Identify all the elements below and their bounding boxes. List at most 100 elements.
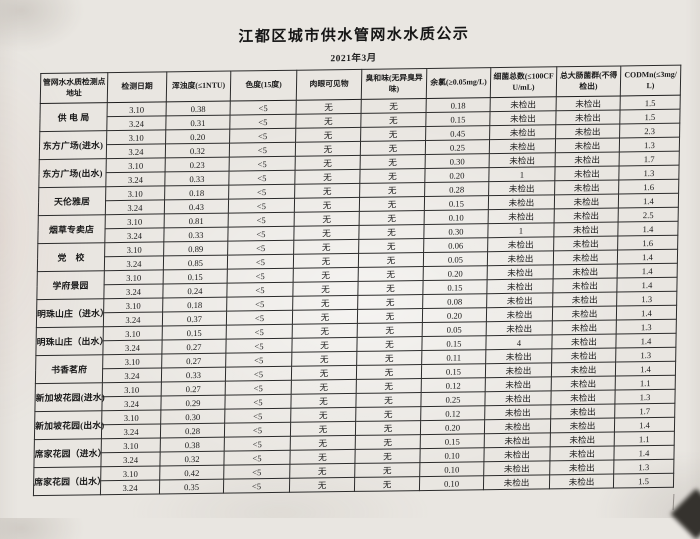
cell-codmn: 1.4	[614, 417, 675, 433]
cell-odor: 无	[355, 392, 422, 408]
cell-date: 3.10	[103, 325, 163, 341]
cell-codmn: 1.3	[616, 319, 677, 335]
cell-turbidity: 0.23	[165, 157, 230, 172]
cell-turbidity: 0.24	[162, 283, 228, 298]
cell-coliform: 未检出	[555, 137, 620, 153]
cell-date: 3.24	[102, 339, 163, 355]
site-name-cell: 明珠山庄（进水）	[36, 298, 109, 328]
cell-codmn: 1.3	[613, 459, 674, 475]
cell-codmn: 1.7	[614, 403, 675, 419]
site-name-cell: 天伦雅居	[38, 186, 106, 216]
cell-odor: 无	[355, 406, 421, 422]
site-name-cell: 书香茗府	[35, 354, 103, 384]
cell-codmn: 1.3	[614, 389, 676, 405]
cell-bacteria: 未检出	[489, 124, 556, 140]
cell-visible: 无	[293, 253, 359, 269]
cell-codmn: 1.4	[616, 277, 678, 293]
cell-date: 3.10	[104, 269, 164, 285]
cell-chroma: <5	[226, 324, 293, 340]
cell-bacteria: 未检出	[483, 446, 551, 462]
cell-coliform: 未检出	[551, 348, 616, 363]
cell-coliform: 未检出	[554, 179, 619, 195]
cell-codmn: 1.4	[613, 445, 675, 461]
cell-coliform: 未检出	[555, 151, 620, 167]
cell-odor: 无	[358, 224, 425, 240]
cell-chlorine: 0.25	[425, 139, 490, 155]
cell-date: 3.24	[101, 395, 162, 411]
cell-date: 3.10	[104, 241, 164, 257]
scan-content: 江都区城市供水管网水水质公示 2021年3月 管网水水质检测点地址 检测日期 浑…	[32, 26, 682, 497]
cell-turbidity: 0.30	[160, 409, 225, 424]
cell-chlorine: 0.05	[422, 321, 487, 337]
cell-coliform: 未检出	[550, 432, 615, 447]
cell-coliform: 未检出	[553, 221, 619, 237]
cell-codmn: 1.3	[618, 165, 680, 180]
cell-bacteria: 未检出	[489, 152, 556, 168]
cell-visible: 无	[290, 393, 357, 409]
cell-chroma: <5	[224, 422, 291, 438]
cell-odor: 无	[356, 378, 422, 394]
cell-chroma: <5	[224, 436, 291, 452]
cell-chlorine: 0.15	[421, 335, 487, 351]
cell-date: 3.10	[101, 437, 161, 453]
cell-coliform: 未检出	[554, 193, 619, 209]
cell-chroma: <5	[226, 296, 293, 312]
column-header-odor: 臭和味(无异臭异味)	[361, 68, 427, 100]
cell-coliform: 未检出	[551, 376, 616, 391]
cell-turbidity: 0.32	[165, 143, 230, 158]
cell-chroma: <5	[230, 100, 297, 116]
cell-codmn: 1.6	[618, 179, 679, 194]
cell-chlorine: 0.20	[423, 265, 488, 281]
column-header-turbidity: 浑浊度(≤1NTU)	[166, 71, 231, 102]
cell-bacteria: 未检出	[486, 320, 553, 336]
cell-chlorine: 0.10	[419, 447, 485, 463]
cell-date: 3.24	[105, 199, 165, 215]
cell-coliform: 未检出	[551, 334, 617, 349]
cell-codmn: 1.4	[617, 249, 678, 265]
cell-chroma: <5	[227, 240, 294, 256]
cell-turbidity: 0.43	[164, 199, 229, 214]
site-name-cell: 席家花园（进水）	[33, 438, 107, 468]
cell-bacteria: 未检出	[487, 250, 554, 266]
cell-odor: 无	[361, 98, 427, 114]
cell-chlorine: 0.30	[425, 153, 490, 169]
cell-turbidity: 0.81	[164, 213, 229, 228]
cell-codmn: 1.4	[617, 221, 679, 236]
site-name-cell: 新加坡花园(进水)	[34, 382, 105, 412]
cell-turbidity: 0.38	[160, 437, 225, 452]
cell-chroma: <5	[223, 450, 291, 466]
cell-bacteria: 未检出	[488, 194, 555, 210]
cell-chroma: <5	[224, 394, 292, 410]
site-name-cell: 东方广场(出水)	[38, 158, 107, 188]
cell-bacteria: 未检出	[488, 208, 555, 224]
site-name-cell: 供 电 局	[39, 102, 108, 132]
cell-date: 3.24	[100, 451, 161, 467]
cell-visible: 无	[290, 435, 356, 451]
cell-bacteria: 未检出	[489, 138, 556, 154]
cell-bacteria: 未检出	[485, 348, 552, 364]
cell-odor: 无	[354, 462, 420, 478]
cell-turbidity: 0.38	[166, 101, 231, 116]
site-name-cell: 席家花园（出水）	[33, 466, 106, 496]
cell-visible: 无	[294, 211, 360, 227]
cell-turbidity: 0.27	[161, 339, 227, 354]
cell-chlorine: 0.12	[420, 405, 485, 421]
cell-visible: 无	[292, 323, 358, 339]
cell-chroma: <5	[229, 156, 296, 172]
cell-visible: 无	[291, 351, 357, 367]
cell-chroma: <5	[223, 478, 290, 494]
cell-date: 3.24	[101, 423, 161, 439]
cell-chlorine: 0.10	[424, 209, 489, 225]
column-header-visible-matter: 肉眼可见物	[296, 69, 362, 101]
cell-bacteria: 未检出	[485, 376, 552, 392]
cell-codmn: 1.5	[620, 95, 681, 110]
cell-codmn: 1.4	[616, 305, 677, 321]
cell-turbidity: 0.15	[162, 325, 227, 340]
cell-bacteria: 未检出	[483, 474, 550, 490]
cell-bacteria: 未检出	[489, 110, 557, 126]
column-header-date: 检测日期	[107, 71, 167, 103]
cell-visible: 无	[292, 281, 359, 297]
cell-date: 3.10	[105, 185, 165, 201]
cell-codmn: 2.3	[619, 123, 680, 138]
cell-odor: 无	[356, 350, 422, 366]
